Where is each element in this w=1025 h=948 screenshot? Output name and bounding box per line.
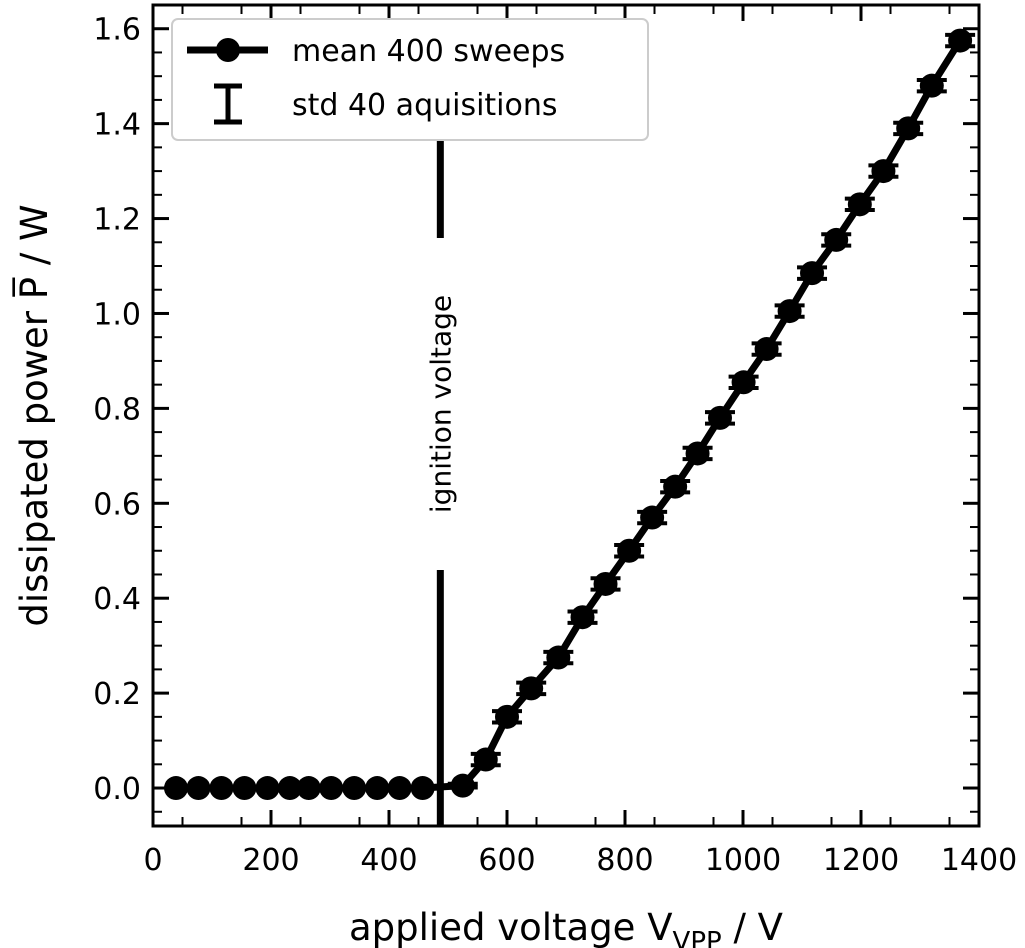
x-tick-label: 600 — [478, 843, 535, 878]
data-point — [707, 405, 732, 430]
data-point — [519, 676, 544, 701]
data-point — [450, 773, 475, 798]
y-tick-label: 1.6 — [93, 13, 141, 48]
data-point — [871, 159, 896, 184]
y-tick-label: 0.2 — [93, 677, 141, 712]
data-point — [473, 747, 498, 772]
data-point — [546, 645, 571, 670]
legend-errorbar-swatch — [214, 83, 242, 125]
data-point — [663, 474, 688, 499]
ignition-voltage-label: ignition voltage — [424, 295, 457, 513]
x-tick-label: 0 — [143, 843, 162, 878]
legend: mean 400 sweeps std 40 aquisitions — [171, 18, 649, 141]
data-point — [919, 73, 944, 98]
data-point — [824, 227, 849, 252]
y-tick-label: 1.0 — [93, 297, 141, 332]
data-point — [754, 337, 779, 362]
data-point — [319, 776, 344, 801]
data-point — [277, 776, 302, 801]
y-tick-label: 0.0 — [93, 772, 141, 807]
data-point — [365, 776, 390, 801]
y-tick-label: 0.8 — [93, 392, 141, 427]
y-tick-label: 0.4 — [93, 582, 141, 617]
x-tick-label: 1400 — [941, 843, 1017, 878]
annotation-layer: ignition voltage — [424, 138, 457, 826]
data-point — [685, 441, 710, 466]
legend-marker-swatch — [216, 38, 240, 62]
data-point — [570, 605, 595, 630]
series-line — [176, 38, 964, 792]
data-point — [617, 538, 642, 563]
x-tick-label: 800 — [596, 843, 653, 878]
x-axis-label-subscript: VPP — [673, 927, 722, 948]
data-point — [255, 776, 280, 801]
x-axis-label: applied voltage VVPP / V — [349, 906, 783, 948]
data-point — [186, 776, 211, 801]
legend-entry-std: std 40 aquisitions — [292, 88, 558, 123]
data-point — [948, 28, 973, 53]
x-tick-label: 1200 — [823, 843, 899, 878]
data-point — [209, 776, 234, 801]
data-point — [410, 776, 435, 801]
y-axis-label: dissipated power P̅ / W — [11, 204, 56, 626]
data-layer — [164, 28, 976, 801]
y-tick-label: 1.4 — [93, 108, 141, 143]
data-point — [777, 299, 802, 324]
data-point — [342, 776, 367, 801]
data-point — [387, 776, 412, 801]
legend-box — [171, 18, 649, 141]
plot-frame — [151, 3, 981, 828]
legend-entry-mean: mean 400 sweeps — [292, 34, 565, 69]
x-tick-label: 1000 — [705, 843, 781, 878]
data-point — [800, 261, 825, 286]
data-point — [896, 116, 921, 141]
data-point — [232, 776, 257, 801]
data-point — [640, 505, 665, 530]
x-tick-label: 400 — [360, 843, 417, 878]
data-point — [847, 192, 872, 217]
data-point — [731, 370, 756, 395]
data-point — [296, 776, 321, 801]
tick-layer: 0 200 400 600 800 1000 1200 1400 0.0 0.2 0.4 0.6 0.8… — [93, 5, 1017, 878]
y-tick-label: 1.2 — [93, 203, 141, 238]
data-point — [593, 571, 618, 596]
y-tick-label: 0.6 — [93, 487, 141, 522]
x-tick-label: 200 — [242, 843, 299, 878]
data-point — [164, 776, 189, 801]
data-point — [495, 704, 519, 729]
